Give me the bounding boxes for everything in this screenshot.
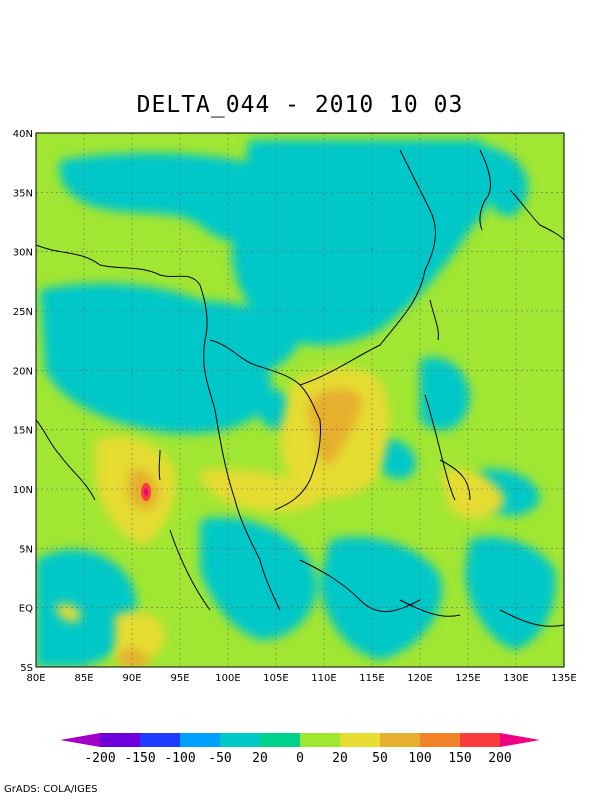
legend-swatch: [380, 733, 421, 747]
lon-tick-label: 85E: [74, 673, 93, 684]
lat-tick-label: 40N: [13, 129, 33, 140]
legend-tick-label: -150: [124, 751, 155, 766]
coastlines: [36, 149, 564, 627]
lat-tick-label: 25N: [13, 307, 33, 318]
lat-tick-label: 35N: [13, 188, 33, 199]
lat-tick-label: 30N: [13, 248, 33, 259]
lon-tick-label: 125E: [455, 673, 480, 684]
lon-tick-label: 135E: [551, 673, 576, 684]
legend-tick-label: 20: [332, 751, 348, 766]
legend-tick-label: 50: [372, 751, 388, 766]
legend-tick-label: 200: [488, 751, 511, 766]
legend-swatch: [140, 733, 181, 747]
gridlines: [36, 133, 564, 667]
strong-positive-regions: [120, 388, 362, 667]
contour-fill-layer: [36, 133, 564, 667]
lon-tick-label: 95E: [170, 673, 189, 684]
legend-over-triangle: [500, 733, 540, 747]
plot-frame: [35, 132, 565, 668]
grads-credit: GrADS: COLA/IGES: [4, 784, 98, 795]
lon-tick-label: 90E: [122, 673, 141, 684]
lon-tick-label: 110E: [311, 673, 336, 684]
legend-swatch: [180, 733, 221, 747]
legend-swatch: [300, 733, 341, 747]
lon-tick-label: 100E: [215, 673, 240, 684]
legend-swatch: [260, 733, 301, 747]
lon-tick-label: 120E: [407, 673, 432, 684]
longitude-labels: 80E 85E 90E 95E 100E 105E 110E 115E 120E 125E 130E…: [26, 673, 576, 684]
lat-tick-label: 5S: [20, 663, 33, 674]
legend-tick-label: 20: [252, 751, 268, 766]
legend-tick-label: -200: [84, 751, 115, 766]
legend-under-triangle: [60, 733, 100, 747]
latitude-labels: 40N 35N 30N 25N 20N 15N 10N 5N EQ 5S: [13, 129, 33, 674]
legend-tick-label: -50: [208, 751, 231, 766]
lon-tick-label: 115E: [359, 673, 384, 684]
legend-swatch: [220, 733, 261, 747]
lon-tick-label: 80E: [26, 673, 45, 684]
legend-swatch: [340, 733, 381, 747]
legend-swatch: [420, 733, 461, 747]
legend-swatch: [100, 733, 141, 747]
legend-tick-label: 100: [408, 751, 431, 766]
legend-swatch: [460, 733, 501, 747]
lat-tick-label: 15N: [13, 426, 33, 437]
lat-tick-label: 5N: [19, 544, 33, 555]
color-legend: -200 -150 -100 -50 20 0 20 50 100 150 200: [60, 733, 540, 766]
lon-tick-label: 130E: [503, 673, 528, 684]
legend-tick-label: 0: [296, 751, 304, 766]
negative-anomaly-regions: [36, 140, 556, 667]
lat-tick-label: 10N: [13, 485, 33, 496]
map-title: DELTA_044 - 2010 10 03: [136, 92, 464, 118]
legend-tick-label: -100: [164, 751, 195, 766]
peak-positive-spot: [141, 483, 151, 501]
lat-tick-label: EQ: [19, 604, 33, 615]
lon-tick-label: 105E: [263, 673, 288, 684]
lat-tick-label: 20N: [13, 366, 33, 377]
legend-tick-label: 150: [448, 751, 471, 766]
